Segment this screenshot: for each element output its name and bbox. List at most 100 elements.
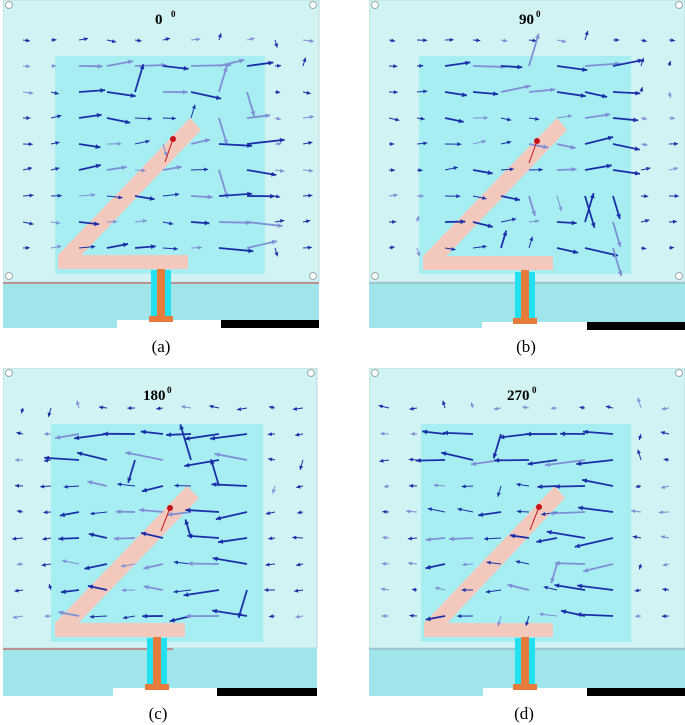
field-arrow-head — [443, 430, 449, 436]
phase-degree: 0 — [171, 9, 176, 19]
field-arrow-head — [185, 613, 191, 619]
field-arrow-head — [16, 562, 22, 567]
field-arrow-head — [161, 62, 167, 68]
phase-label: 270 — [507, 388, 530, 404]
field-arrow-head — [409, 406, 414, 411]
field-arrow-head — [89, 614, 94, 619]
field-arrow-head — [115, 509, 121, 515]
antenna-field-plot-b: 90 0 — [369, 0, 685, 330]
field-arrow-head — [415, 215, 420, 221]
field-arrow-head — [113, 536, 119, 542]
field-arrow-head — [526, 431, 531, 437]
field-arrow-head — [127, 477, 132, 483]
field-arrow-head — [449, 536, 454, 542]
field-arrow-head — [615, 37, 620, 42]
field-arrow-head — [57, 193, 62, 198]
field-arrow-head — [44, 432, 49, 437]
field-arrow-shaft — [218, 247, 254, 253]
field-arrow-head — [534, 116, 540, 121]
field-arrow-head — [543, 144, 549, 150]
field-arrow-shaft — [527, 459, 558, 466]
corner-marker — [371, 369, 379, 377]
field-arrow-head — [395, 117, 400, 122]
patch-diagonal-arm — [423, 118, 567, 268]
field-arrow-head — [296, 484, 301, 489]
field-arrow-shaft — [179, 424, 192, 461]
field-arrow-head — [406, 509, 411, 514]
scale-bar-black — [217, 688, 317, 696]
field-arrow-head — [449, 37, 454, 42]
field-arrow-head — [554, 560, 560, 566]
field-arrow-head — [29, 193, 34, 198]
caption-c: (c) — [148, 704, 168, 723]
field-arrow-head — [271, 171, 277, 177]
field-arrow-head — [90, 511, 95, 516]
field-arrow-head — [43, 458, 49, 463]
field-arrow-head — [165, 37, 171, 42]
field-arrow-head — [173, 246, 178, 251]
field-arrow-head — [97, 63, 103, 69]
field-arrow-head — [52, 37, 57, 42]
field-arrow-head — [55, 141, 60, 146]
field-arrow-head — [492, 453, 498, 459]
field-arrow-head — [635, 614, 640, 619]
field-arrow-head — [616, 241, 622, 247]
field-arrow-head — [616, 213, 621, 219]
field-arrow-head — [306, 90, 311, 95]
field-arrow-head — [425, 616, 431, 622]
field-arrow-head — [16, 431, 21, 436]
field-arrow-head — [214, 452, 220, 458]
field-arrow-shaft — [237, 589, 248, 619]
antenna-field-plot-d: 270 0 — [369, 368, 685, 696]
field-arrow-head — [264, 588, 269, 593]
scale-bar-white — [482, 322, 587, 330]
field-arrow-shaft — [581, 479, 614, 487]
field-arrow-head — [574, 543, 580, 549]
field-arrow-head — [207, 194, 213, 200]
field-arrow-head — [307, 245, 312, 250]
field-arrow-head — [299, 465, 304, 470]
field-arrow-head — [185, 507, 191, 513]
field-arrow-shaft — [472, 65, 506, 68]
field-arrow-head — [204, 167, 209, 172]
field-arrow-head — [294, 588, 299, 593]
field-arrow-shaft — [574, 537, 614, 548]
field-arrow-head — [309, 168, 314, 173]
field-arrow-shaft — [246, 240, 278, 249]
panel-a: 0 0 — [3, 0, 321, 332]
field-arrow-shaft — [528, 33, 540, 67]
field-arrow-shaft — [190, 91, 222, 100]
field-arrow-head — [378, 404, 383, 409]
field-arrow-head — [561, 609, 567, 615]
field-arrow-shaft — [441, 451, 474, 461]
field-arrow-head — [145, 139, 150, 144]
field-arrow-head — [535, 219, 540, 224]
field-arrow-head — [54, 91, 59, 95]
field-arrow-head — [95, 163, 101, 169]
field-arrow-head — [184, 435, 190, 441]
field-arrow-head — [461, 484, 466, 489]
field-arrow-head — [582, 429, 588, 435]
feed-base — [149, 316, 173, 322]
field-arrow-head — [496, 492, 501, 497]
corner-marker — [675, 1, 683, 9]
field-arrow-head — [147, 116, 153, 121]
field-arrow-shaft — [546, 530, 586, 539]
patch-diagonal-arm — [55, 486, 199, 634]
field-arrow-head — [171, 116, 176, 121]
field-arrow-shaft — [134, 63, 145, 93]
field-arrow-head — [121, 165, 127, 171]
field-arrow-head — [539, 612, 544, 617]
field-arrow-head — [515, 560, 520, 565]
field-arrow-head — [295, 614, 300, 619]
field-arrow-head — [554, 583, 560, 589]
field-arrow-head — [558, 206, 563, 212]
field-arrow-head — [250, 110, 256, 117]
field-arrow-head — [634, 146, 640, 152]
field-arrow-shaft — [612, 59, 644, 67]
field-arrow-head — [634, 170, 640, 176]
field-arrow-head — [516, 509, 521, 514]
field-arrow-head — [269, 614, 274, 619]
scale-bar-black — [587, 688, 685, 696]
field-arrow-head — [184, 519, 190, 525]
